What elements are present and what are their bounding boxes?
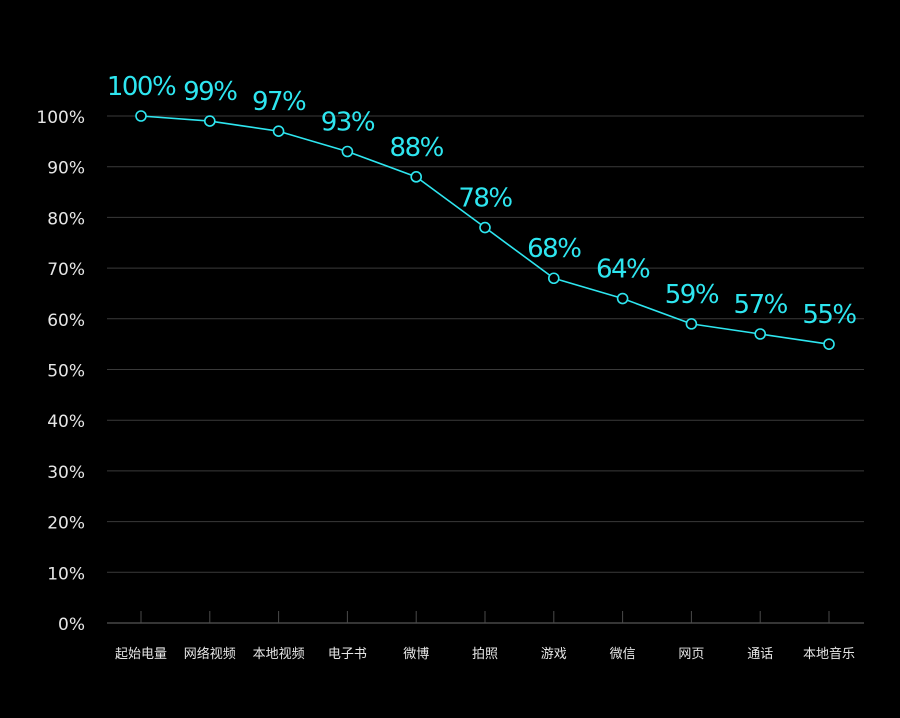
- data-label: 59%: [665, 280, 719, 310]
- y-tick-label: 100%: [36, 108, 85, 128]
- x-tick-label: 拍照: [472, 647, 498, 662]
- data-point: [135, 110, 147, 122]
- data-point: [204, 115, 216, 127]
- data-points: [135, 110, 835, 350]
- data-label: 97%: [252, 87, 306, 117]
- data-point: [410, 171, 423, 183]
- data-point: [272, 125, 285, 138]
- data-label: 99%: [183, 77, 237, 107]
- data-point: [685, 318, 698, 330]
- y-tick-label: 20%: [47, 514, 85, 534]
- y-axis-ticks: 0% 10% 20% 30% 40% 50% 60% 70% 80% 90% 100%: [36, 108, 85, 635]
- x-tick-label: 通话: [747, 647, 773, 662]
- x-tick-label: 微信: [610, 647, 636, 662]
- data-point: [616, 292, 629, 305]
- x-tick-label: 游戏: [541, 647, 567, 662]
- data-label: 68%: [527, 234, 581, 264]
- data-labels: 100% 99% 97% 93% 88% 78% 68% 64% 59% 57% 55%: [107, 72, 858, 330]
- y-tick-label: 90%: [47, 159, 85, 179]
- x-tick-label: 本地音乐: [803, 646, 855, 662]
- grid-layer: [107, 115, 864, 624]
- y-tick-label: 10%: [47, 564, 85, 584]
- x-tick-label: 网页: [678, 647, 704, 662]
- data-label: 78%: [458, 184, 512, 214]
- x-axis-ticks: 起始电量 网络视频 本地视频 电子书 微博 拍照 游戏 微信 网页 通话 本地音乐: [115, 611, 855, 662]
- y-tick-label: 70%: [47, 260, 85, 280]
- x-tick-label: 网络视频: [184, 646, 236, 662]
- data-label: 64%: [596, 255, 650, 285]
- data-point: [754, 328, 767, 340]
- y-tick-label: 30%: [47, 463, 85, 483]
- y-tick-label: 80%: [47, 209, 85, 229]
- data-point: [341, 145, 354, 158]
- data-point: [823, 338, 835, 350]
- y-tick-label: 60%: [47, 311, 85, 331]
- y-tick-label: 40%: [47, 412, 85, 432]
- data-label: 57%: [734, 290, 788, 320]
- data-label: 88%: [390, 133, 444, 163]
- y-tick-label: 50%: [47, 362, 85, 382]
- x-tick-label: 本地视频: [253, 647, 305, 662]
- data-label: 100%: [107, 72, 176, 102]
- x-tick-label: 电子书: [328, 647, 367, 662]
- data-label: 93%: [321, 107, 375, 137]
- y-tick-label: 0%: [58, 615, 85, 635]
- x-tick-label: 微博: [403, 647, 429, 662]
- data-point: [547, 272, 560, 285]
- x-tick-label: 起始电量: [115, 647, 167, 662]
- data-point: [479, 221, 491, 234]
- data-label: 55%: [802, 300, 856, 330]
